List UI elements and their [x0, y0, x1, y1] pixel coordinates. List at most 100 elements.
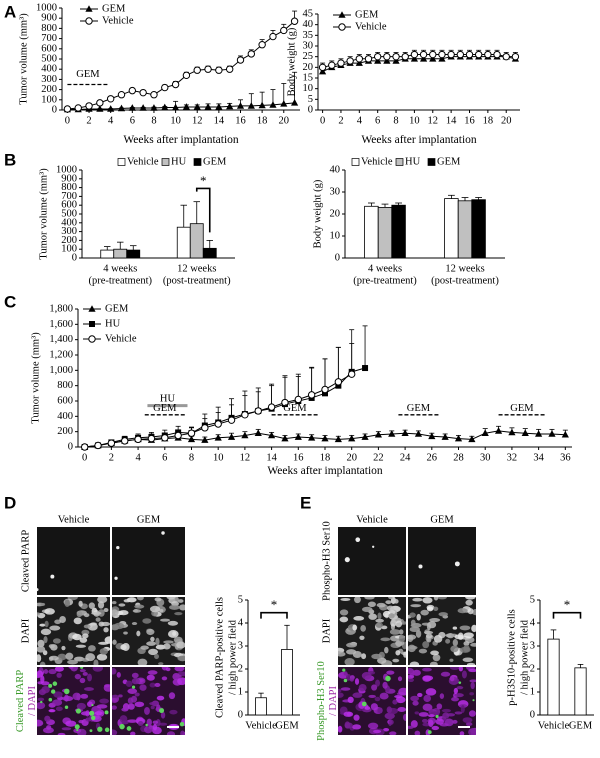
nucleus — [79, 677, 86, 684]
signal-spot — [116, 545, 120, 550]
nucleus — [361, 653, 367, 660]
x-tick-label: 8 — [151, 116, 156, 127]
nucleus — [420, 609, 429, 616]
y-tick-label: 600 — [41, 43, 57, 54]
nucleus — [167, 620, 179, 626]
nucleus — [150, 705, 155, 710]
signal-spot — [355, 537, 361, 542]
nucleus — [79, 669, 86, 673]
nucleus — [338, 651, 346, 657]
marker — [117, 104, 126, 112]
error-bar — [193, 201, 201, 224]
legend-label: Vehicle — [361, 157, 393, 168]
y-tick-label: 800 — [61, 182, 77, 193]
y-tick-label: 400 — [61, 217, 77, 228]
significance-label: * — [271, 597, 278, 612]
signal-spot — [52, 681, 58, 686]
marker — [401, 429, 409, 436]
y-tick-label: 400 — [57, 411, 73, 422]
significance-bracket — [260, 611, 288, 619]
legend-label: GEM — [437, 157, 461, 168]
nucleus — [166, 731, 176, 735]
nucleus — [453, 687, 459, 694]
marker — [441, 433, 449, 440]
nucleus — [395, 620, 403, 628]
nucleus — [152, 723, 158, 731]
x-axis-label: Weeks after implantation — [123, 134, 239, 146]
y-tick-label: 0 — [335, 253, 340, 264]
nucleus — [386, 605, 394, 611]
legend-label: Vehicle — [105, 334, 137, 345]
y-tick-label: 5 — [308, 94, 313, 105]
x-tick-label: 22 — [373, 453, 384, 464]
nucleus — [179, 604, 185, 611]
nucleus — [389, 731, 397, 735]
nucleus — [130, 695, 138, 703]
nucleus — [429, 618, 441, 623]
y-axis-label: / high power field — [228, 619, 239, 695]
marker — [174, 431, 182, 440]
marker — [454, 434, 463, 442]
bar — [189, 223, 204, 259]
marker — [414, 430, 423, 437]
nucleus — [85, 653, 96, 662]
nucleus — [130, 731, 136, 735]
marker — [322, 390, 328, 397]
nucleus — [375, 622, 384, 628]
nucleus — [389, 629, 401, 635]
nucleus — [374, 696, 381, 702]
nucleus — [352, 724, 362, 730]
x-axis-label: Weeks after implantation — [267, 465, 383, 477]
nucleus — [344, 658, 355, 665]
y-axis-label: Tumor volume (mm³) — [31, 332, 42, 424]
bar — [377, 206, 393, 259]
column-label: GEM — [137, 515, 161, 526]
x-tick-label: 8 — [393, 116, 398, 127]
y-tick-label: 1000 — [56, 165, 77, 176]
nucleus — [95, 617, 101, 622]
micrograph — [37, 667, 110, 735]
x-tick-label: 14 — [266, 453, 277, 464]
legend-marker — [89, 321, 95, 327]
nucleus — [460, 705, 465, 714]
nucleus — [160, 711, 166, 719]
nucleus — [470, 682, 475, 690]
signal-spot — [80, 667, 84, 669]
nucleus — [40, 628, 52, 636]
signal-spot — [126, 726, 132, 731]
legend-marker — [338, 11, 346, 18]
nucleus — [412, 700, 419, 706]
marker — [318, 63, 327, 72]
nucleus — [166, 597, 176, 600]
signal-spot — [418, 564, 423, 569]
signal-spot — [37, 588, 39, 592]
nucleus — [452, 719, 458, 724]
error-bar — [116, 241, 124, 250]
marker — [364, 55, 373, 63]
marker — [334, 378, 343, 386]
signal-spot — [90, 715, 96, 721]
x-tick-label: 12 weeks — [445, 264, 484, 275]
nucleus — [343, 671, 348, 676]
nucleus — [436, 703, 443, 710]
bracket-line — [260, 611, 288, 619]
marker — [334, 435, 342, 443]
y-tick-label: 30 — [303, 41, 314, 52]
nucleus — [169, 604, 180, 610]
micrograph — [37, 597, 110, 665]
x-tick-label: 2 — [338, 116, 343, 127]
nucleus — [104, 636, 110, 644]
nucleus — [468, 710, 476, 717]
nucleus — [425, 688, 437, 696]
legend-swatch — [117, 158, 126, 166]
x-tick-label: 18 — [320, 453, 331, 464]
nucleus — [177, 677, 185, 686]
nucleus — [127, 703, 135, 710]
series-line — [84, 367, 366, 448]
nucleus — [456, 686, 464, 690]
marker — [96, 99, 104, 107]
nucleus — [131, 622, 138, 626]
bracket-line — [552, 611, 582, 619]
nucleus — [424, 630, 434, 635]
error-bar — [180, 204, 187, 228]
